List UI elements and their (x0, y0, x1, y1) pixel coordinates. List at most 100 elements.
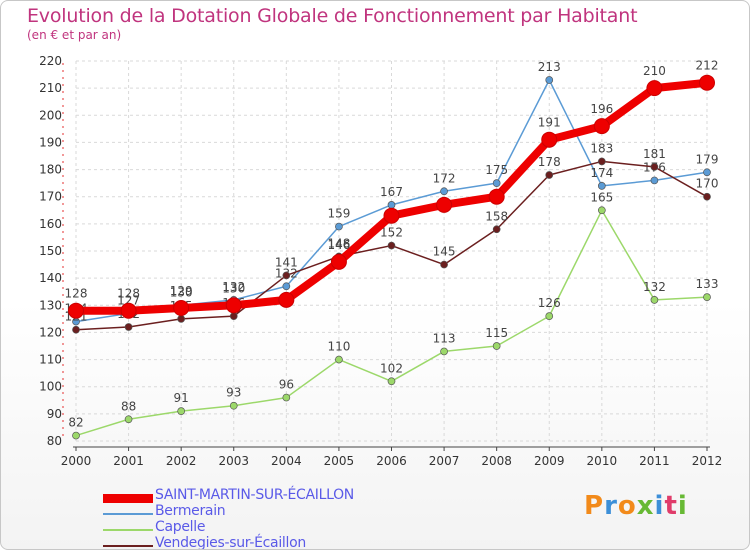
x-tick-label: 2008 (481, 454, 512, 468)
data-label: 174 (590, 166, 613, 180)
data-point (545, 312, 554, 320)
data-point (597, 182, 606, 190)
y-tick-label: 210 (39, 81, 62, 95)
data-point (646, 80, 663, 97)
y-tick-label: 150 (39, 244, 62, 258)
data-label: 152 (380, 226, 403, 240)
logo-letter: P (584, 491, 605, 521)
x-tick-label: 2005 (324, 454, 355, 468)
data-label: 141 (275, 255, 298, 269)
x-tick-label: 2004 (271, 454, 302, 468)
data-point (545, 171, 554, 179)
data-point (387, 201, 396, 209)
data-point (440, 187, 448, 196)
data-label: 172 (433, 171, 456, 185)
y-tick-label: 80 (47, 434, 62, 448)
chart-title: Evolution de la Dotation Globale de Fonc… (27, 5, 638, 27)
x-tick-label: 2011 (639, 454, 670, 468)
data-label: 158 (485, 209, 508, 223)
logo-letter: x (636, 491, 655, 521)
data-point (545, 76, 554, 84)
logo-letter: o (617, 491, 637, 521)
data-point (72, 431, 80, 440)
data-point (124, 323, 133, 331)
logo-letter: i (677, 491, 688, 521)
proxiti-logo: Proxiti (584, 491, 688, 521)
y-tick-label: 180 (39, 163, 62, 177)
data-label: 96 (279, 378, 294, 392)
data-point (229, 401, 238, 410)
data-label: 82 (68, 416, 83, 430)
data-point (699, 74, 715, 91)
data-label: 133 (696, 277, 719, 291)
data-point (650, 163, 659, 171)
data-point (597, 206, 606, 215)
data-point (593, 118, 610, 135)
data-label: 179 (696, 152, 719, 166)
legend-label: Capelle (155, 519, 206, 535)
data-point (124, 415, 133, 424)
y-tick-label: 120 (39, 325, 62, 339)
data-label: 93 (226, 386, 241, 400)
x-tick-label: 2001 (113, 454, 144, 468)
data-point (488, 188, 505, 205)
data-label: 165 (590, 190, 613, 204)
x-tick-label: 2002 (166, 454, 197, 468)
data-label: 132 (222, 280, 245, 294)
logo-letter: t (664, 491, 678, 521)
x-tick-label: 2010 (587, 454, 618, 468)
data-label: 213 (538, 60, 561, 74)
data-point (492, 225, 501, 234)
data-point (703, 168, 711, 177)
data-point (330, 253, 347, 270)
data-point (650, 296, 659, 304)
data-point (120, 302, 137, 319)
data-point (492, 179, 501, 187)
legend-swatch (103, 545, 153, 547)
data-label: 130 (222, 281, 245, 295)
data-point (597, 157, 606, 166)
data-point (650, 176, 659, 185)
y-tick-label: 140 (39, 271, 62, 285)
data-label: 110 (327, 340, 350, 354)
data-label: 145 (433, 245, 456, 259)
data-label: 146 (327, 238, 350, 252)
y-tick-label: 110 (39, 353, 62, 367)
data-point (278, 291, 295, 308)
data-point (440, 347, 448, 356)
data-label: 127 (117, 293, 140, 307)
data-point (703, 192, 711, 201)
legend-label: SAINT-MARTIN-SUR-ÉCAILLON (155, 487, 354, 503)
y-tick-label: 90 (47, 407, 62, 421)
x-tick-label: 2006 (376, 454, 407, 468)
data-label: 88 (121, 399, 136, 413)
data-point (387, 241, 396, 250)
x-tick-label: 2012 (692, 454, 723, 468)
data-label: 91 (174, 391, 189, 405)
data-label: 212 (696, 59, 719, 73)
data-point (703, 293, 711, 301)
legend-label: Vendegies-sur-Écaillon (155, 535, 306, 550)
y-tick-label: 160 (39, 217, 62, 231)
x-tick-label: 2003 (218, 454, 249, 468)
data-label: 191 (538, 116, 561, 130)
data-point (173, 300, 190, 316)
data-point (436, 196, 453, 213)
data-point (492, 342, 501, 350)
data-label: 129 (170, 284, 193, 298)
x-tick-label: 2007 (429, 454, 460, 468)
legend-swatch (103, 493, 153, 503)
data-label: 102 (380, 361, 403, 375)
legend-swatch (103, 529, 153, 531)
data-point (335, 222, 343, 231)
data-label: 115 (485, 326, 508, 340)
data-point (282, 271, 291, 280)
data-point (229, 312, 238, 320)
data-label: 167 (380, 185, 403, 199)
y-tick-label: 200 (39, 108, 62, 122)
data-label: 128 (65, 287, 88, 301)
data-point (387, 377, 396, 386)
data-label: 113 (433, 331, 456, 345)
